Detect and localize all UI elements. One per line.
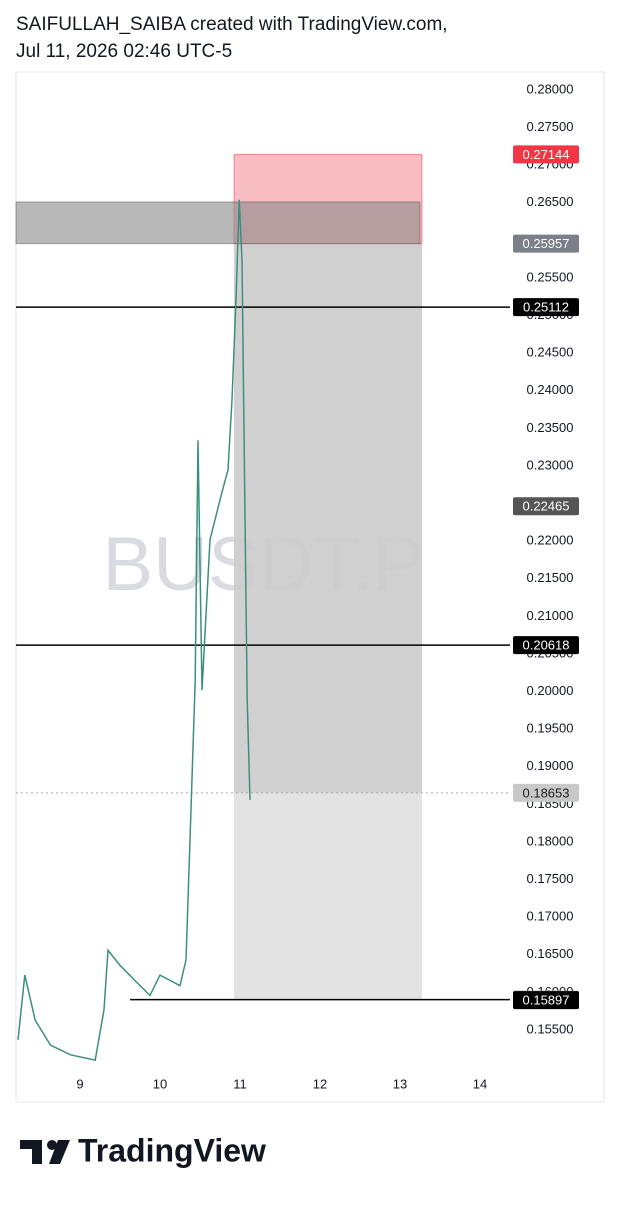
y-tick-label: 0.24500 (527, 345, 574, 360)
logo-mark (49, 1140, 70, 1164)
logo (20, 1140, 70, 1164)
x-tick-label: 14 (473, 1076, 487, 1091)
y-tick-label: 0.17500 (527, 871, 574, 886)
y-tick-label: 0.19000 (527, 758, 574, 773)
x-tick-label: 11 (233, 1076, 247, 1091)
y-tick-label: 0.26500 (527, 194, 574, 209)
price-tag-label: 0.25957 (523, 236, 570, 251)
y-tick-label: 0.24000 (527, 382, 574, 397)
price-tag (513, 636, 579, 655)
price-tag (513, 145, 579, 164)
price-tag-label: 0.15897 (523, 993, 570, 1008)
y-tick-label: 0.25500 (527, 269, 574, 284)
y-tick-label: 0.28000 (527, 81, 574, 96)
plot: BUSDT.P0.280000.275000.270000.265000.255… (15, 81, 579, 1091)
y-tick-label: 0.23500 (527, 420, 574, 435)
y-tick-label: 0.22000 (527, 533, 574, 548)
y-tick-label: 0.16500 (527, 946, 574, 961)
logo-mark (20, 1140, 42, 1164)
header-line: Jul 11, 2026 02:46 UTC-5 (16, 41, 232, 62)
price-tag-label: 0.25112 (523, 300, 569, 315)
zone (15, 201, 421, 245)
x-tick-label: 13 (393, 1076, 407, 1091)
zone (234, 792, 422, 1000)
y-tick-label: 0.21000 (527, 608, 574, 623)
logo-mark (47, 1140, 57, 1150)
price-tag (513, 298, 579, 317)
y-tick-label: 0.21500 (527, 570, 574, 585)
y-tick-label: 0.17000 (527, 909, 574, 924)
y-tick-label: 0.19500 (527, 721, 574, 736)
x-tick-label: 9 (76, 1076, 83, 1091)
y-tick-label: 0.23000 (527, 457, 574, 472)
y-tick-label: 0.27500 (527, 119, 574, 134)
price-tag (513, 991, 579, 1010)
price-tag-label: 0.18653 (523, 785, 570, 800)
x-tick-label: 12 (313, 1076, 327, 1091)
zone (234, 243, 422, 793)
price-tag (513, 497, 579, 516)
brand: TradingView (78, 1132, 266, 1168)
price-line (17, 199, 251, 1061)
price-tag (513, 234, 579, 253)
price-tag (513, 783, 579, 802)
x-tick-label: 10 (153, 1076, 167, 1091)
y-tick-label: 0.15500 (527, 1021, 574, 1036)
price-tag-label: 0.20618 (523, 638, 570, 653)
y-tick-label: 0.18000 (527, 833, 574, 848)
price-tag-label: 0.27144 (523, 147, 570, 162)
header-line: SAIFULLAH_SAIBA created with TradingView… (16, 14, 448, 35)
price-tag-label: 0.22465 (523, 499, 570, 514)
y-tick-label: 0.20000 (527, 683, 574, 698)
